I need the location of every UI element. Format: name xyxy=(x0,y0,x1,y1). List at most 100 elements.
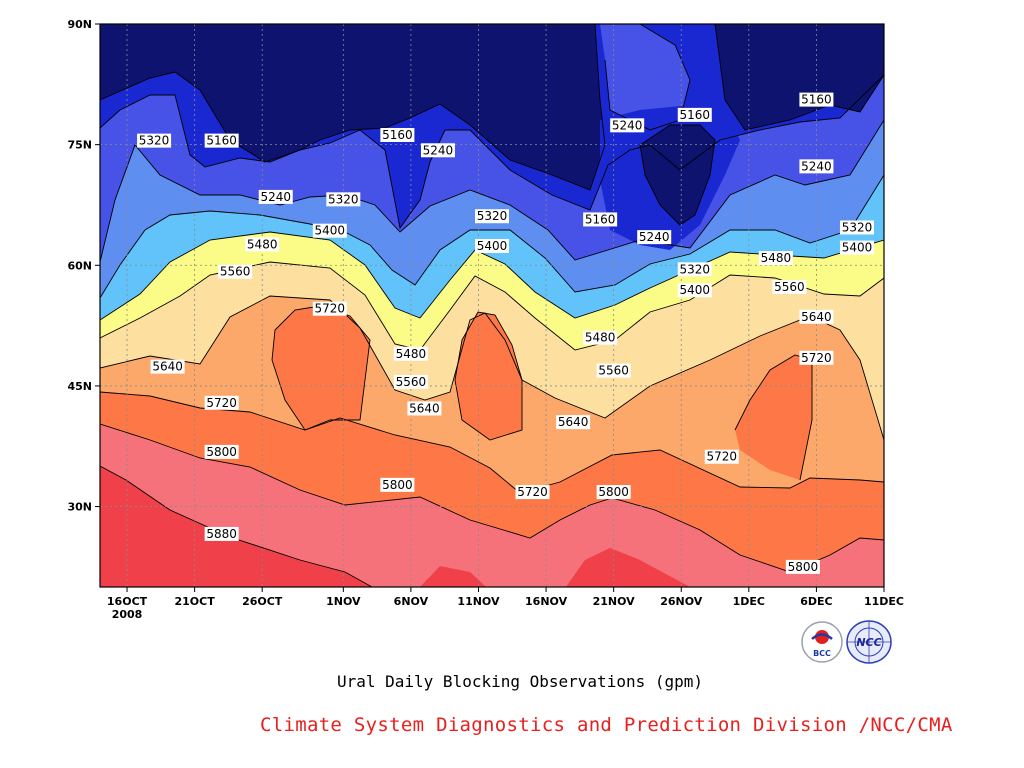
contour-label: 5720 xyxy=(517,485,548,499)
contour-label: 5240 xyxy=(612,118,643,132)
band-5640-5720-dome xyxy=(735,355,812,480)
contour-label-box xyxy=(475,238,509,253)
contour-label: 5640 xyxy=(558,415,589,429)
contour-label: 5800 xyxy=(382,478,413,492)
contour-label-box xyxy=(677,262,712,277)
contour-label: 5400 xyxy=(477,239,508,253)
x-tick-label: 11NOV xyxy=(457,595,500,608)
contour-label-box xyxy=(245,237,280,252)
contour-fills xyxy=(100,24,884,587)
contour-label-box xyxy=(475,209,509,224)
contour-label: 5240 xyxy=(801,159,832,173)
contour-label-box xyxy=(420,143,455,158)
contour-label-box xyxy=(312,301,347,316)
contour-label: 5640 xyxy=(801,310,832,324)
contour-label: 5400 xyxy=(679,283,710,297)
contour-label: 5320 xyxy=(679,262,710,276)
x-tick-label: 16OCT xyxy=(107,595,148,608)
contour-label-box xyxy=(150,359,185,374)
contour-label-box xyxy=(326,192,361,207)
contour-label: 5320 xyxy=(477,209,508,223)
contour-label-box xyxy=(204,133,239,148)
contour-label: 5400 xyxy=(315,224,346,238)
x-tick-label: 11DEC xyxy=(864,595,904,608)
x-tick-label: 21NOV xyxy=(593,595,636,608)
contour-label: 5480 xyxy=(761,251,792,265)
contour-label-box xyxy=(610,118,645,133)
y-tick-label: 45N xyxy=(67,380,92,393)
contour-label: 5320 xyxy=(842,220,873,234)
contour-line-5720-dome-right xyxy=(734,354,813,481)
contour-label: 5800 xyxy=(598,485,629,499)
contour-label-box xyxy=(799,309,834,324)
contour-label: 5560 xyxy=(774,280,805,294)
contour-label: 5560 xyxy=(396,375,427,389)
contour-label-box xyxy=(704,449,739,464)
contour-label-box xyxy=(839,220,874,235)
contour-label-box xyxy=(204,444,239,459)
contour-label-box xyxy=(393,346,428,361)
bcc-logo: BCC xyxy=(801,621,843,663)
chart-caption: Ural Daily Blocking Observations (gpm) xyxy=(336,672,704,691)
contour-line-5160-blob xyxy=(639,124,716,226)
band-5640-5720-dome-mid xyxy=(455,312,522,440)
x-tick-label: 6DEC xyxy=(800,595,832,608)
x-year-label: 2008 xyxy=(112,608,143,621)
contour-line-5720-dome-mid xyxy=(454,311,523,441)
contour-label-box xyxy=(758,251,793,266)
contour-label-box xyxy=(799,92,834,107)
contour-label-box xyxy=(785,559,820,574)
contour-label: 5720 xyxy=(707,450,738,464)
contour-line-5160-right xyxy=(714,24,884,131)
y-tick-label: 60N xyxy=(67,259,92,272)
contour-label: 5240 xyxy=(423,143,454,157)
contour-label: 5640 xyxy=(409,401,440,415)
contour-label-box xyxy=(204,395,239,410)
contour-label-box xyxy=(799,159,834,174)
band-5880-patch-2 xyxy=(566,548,660,587)
contour-label-box xyxy=(380,127,415,142)
contour-label: 5240 xyxy=(260,190,291,204)
contour-labels: 5320 5160 5240 5320 5160 5240 5400 5480 5560 5720… xyxy=(137,92,874,574)
bcc-logo-text: BCC xyxy=(813,649,831,658)
contour-label-box xyxy=(772,280,807,295)
contour-label: 5880 xyxy=(206,527,237,541)
contour-label: 5480 xyxy=(247,237,278,251)
contour-line-5320 xyxy=(100,119,884,263)
contour-label-box xyxy=(204,526,239,541)
contour-line-5240-blob xyxy=(600,24,691,131)
contour-label-box xyxy=(596,485,631,500)
contour-label: 5400 xyxy=(842,241,873,255)
contour-label-box xyxy=(393,374,428,389)
contour-label: 5720 xyxy=(801,351,832,365)
contour-label-box xyxy=(137,133,172,148)
contour-label-box xyxy=(637,230,672,245)
contour-label: 5800 xyxy=(206,445,237,459)
contour-label: 5240 xyxy=(639,230,670,244)
contour-label: 5320 xyxy=(139,134,170,148)
ncc-logo-text: NCC xyxy=(856,636,881,649)
contour-line-5240 xyxy=(100,74,884,230)
contour-line-5720 xyxy=(100,391,884,494)
x-tick-label: 1NOV xyxy=(326,595,361,608)
band-above-5160-blob xyxy=(640,125,715,225)
contour-label: 5560 xyxy=(220,265,251,279)
contour-label-box xyxy=(799,350,834,365)
contour-label: 5480 xyxy=(585,331,616,345)
plot-frame xyxy=(99,23,885,588)
x-tick-label: 6NOV xyxy=(394,595,429,608)
contour-label-box xyxy=(312,223,347,238)
contour-label-box xyxy=(596,363,631,378)
x-tick-label: 1DEC xyxy=(733,595,765,608)
y-tick-label: 75N xyxy=(67,139,92,152)
credit-line: Climate System Diagnostics and Predictio… xyxy=(260,714,953,736)
contour-label-box xyxy=(677,283,712,298)
contour-line-5400 xyxy=(100,174,884,299)
x-tick-label: 21OCT xyxy=(174,595,215,608)
y-axis: 30N 45N 60N 75N 90N xyxy=(67,18,100,514)
x-tick-label: 26OCT xyxy=(242,595,283,608)
band-above-5160-upper xyxy=(100,24,884,190)
contour-label: 5720 xyxy=(315,302,346,316)
